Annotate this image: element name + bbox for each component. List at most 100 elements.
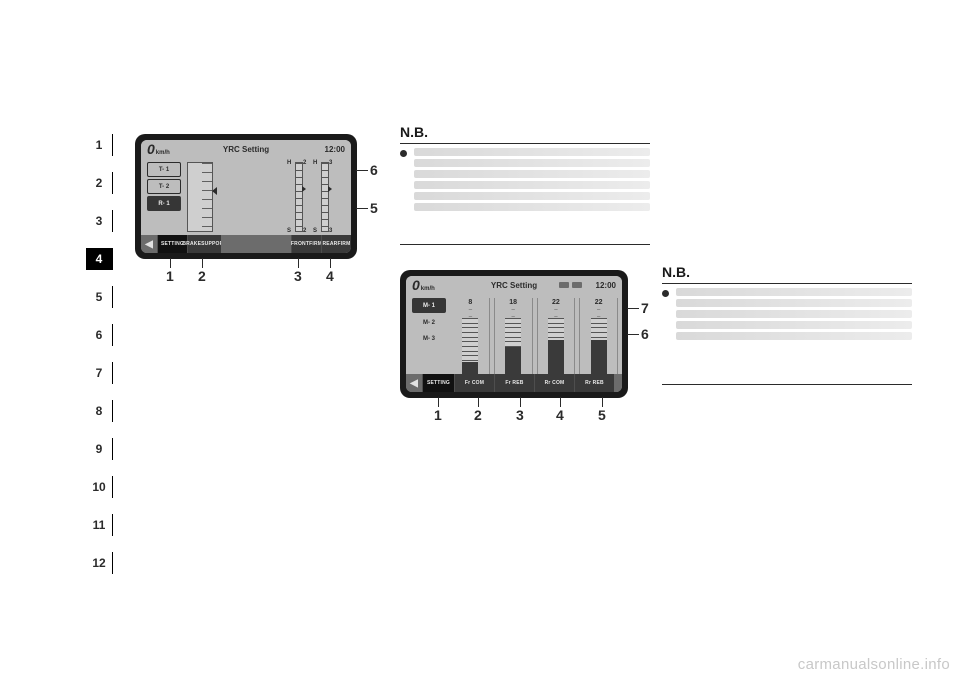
callout-leader xyxy=(298,258,299,268)
callout-leader xyxy=(520,397,521,407)
lcd1-speed: 0km/h xyxy=(147,141,170,157)
nb1-body xyxy=(400,148,650,238)
footer-btn-rrcom[interactable]: Rr COM xyxy=(534,374,574,392)
page: 123456789101112 0km/h YRC Setting 12:00 … xyxy=(0,0,960,679)
callout-number: 7 xyxy=(641,300,649,316)
chapter-tab-5[interactable]: 5 xyxy=(86,286,113,308)
callout-number: 6 xyxy=(370,162,378,178)
mode-m1-chip[interactable]: M- 1 xyxy=(412,298,446,313)
nb2-heading: N.B. xyxy=(662,264,912,284)
footer-btn-setting[interactable]: SETTING xyxy=(422,374,454,392)
lcd1-speed-value: 0 xyxy=(147,141,155,157)
callout-leader xyxy=(478,397,479,407)
rear-firm-top-num: 3 xyxy=(329,160,332,166)
rear-firm-scale[interactable]: H 3 S 3 xyxy=(313,162,335,232)
lcd2-title: YRC Setting xyxy=(491,281,537,290)
col-frreb-bar xyxy=(505,318,521,374)
brake-scale-hatches xyxy=(202,163,212,231)
col-rrcom-bar xyxy=(548,318,564,374)
col-rrreb[interactable]: 22– – xyxy=(579,298,618,374)
chapter-tab-3[interactable]: 3 xyxy=(86,210,113,232)
rear-firm-bot-num: 3 xyxy=(329,228,332,234)
chapter-tab-1[interactable]: 1 xyxy=(86,134,113,156)
lcd1-body: T- 1 T- 2 R- 1 H 2 S 2 xyxy=(141,158,351,235)
lcd2-body: M- 1 M- 2 M- 3 8– –18– –22– –22– – xyxy=(406,294,622,374)
chapter-tab-12[interactable]: 12 xyxy=(86,552,113,574)
lcd1-title: YRC Setting xyxy=(223,145,269,154)
chapter-tab-8[interactable]: 8 xyxy=(86,400,113,422)
lcd1-topbar: 0km/h YRC Setting 12:00 xyxy=(141,140,351,159)
nb1-footer-rule xyxy=(400,244,650,245)
callout-number: 1 xyxy=(434,407,442,423)
footer-btn-frreb[interactable]: Fr REB xyxy=(494,374,534,392)
lcd2-columns: 8– –18– –22– –22– – xyxy=(452,298,618,374)
footer-spacer xyxy=(221,235,291,253)
callout-number: 3 xyxy=(294,268,302,284)
col-rrreb-value: 22 xyxy=(595,299,603,306)
nb1-bullet-icon xyxy=(400,150,407,157)
col-rrcom[interactable]: 22– – xyxy=(537,298,576,374)
callout-number: 6 xyxy=(641,326,649,342)
callout-number: 2 xyxy=(474,407,482,423)
callout-leader xyxy=(356,170,368,171)
front-firm-scale[interactable]: H 2 S 2 xyxy=(287,162,309,232)
footer-btn-rear[interactable]: REARFIRM xyxy=(321,235,351,253)
rear-firm-top-letter: H xyxy=(313,160,317,166)
chapter-tab-10[interactable]: 10 xyxy=(86,476,113,498)
rear-firm-bot-letter: S xyxy=(313,228,317,234)
rear-firm-pointer xyxy=(328,186,332,192)
chapter-tab-6[interactable]: 6 xyxy=(86,324,113,346)
chapter-tabs: 123456789101112 xyxy=(86,134,112,574)
footer-btn-rrreb[interactable]: Rr REB xyxy=(574,374,614,392)
callout-number: 3 xyxy=(516,407,524,423)
front-firm-track xyxy=(295,162,303,232)
callout-leader xyxy=(170,258,171,268)
mode-m3-chip[interactable]: M- 3 xyxy=(412,332,446,345)
lcd2-speed-unit: km/h xyxy=(421,286,435,292)
callout-leader xyxy=(560,397,561,407)
lcd2-clock: 12:00 xyxy=(596,281,616,290)
callout-leader xyxy=(627,308,639,309)
mode-t1-chip[interactable]: T- 1 xyxy=(147,162,181,177)
callout-leader xyxy=(602,397,603,407)
callout-leader xyxy=(356,208,368,209)
nb2-body xyxy=(662,288,912,378)
col-frreb[interactable]: 18– – xyxy=(494,298,533,374)
lcd1-speed-unit: km/h xyxy=(156,150,170,156)
lcd1-clock: 12:00 xyxy=(325,145,345,154)
front-firm-bot-num: 2 xyxy=(303,228,306,234)
lcd2-topbar: 0km/h YRC Setting 12:00 xyxy=(406,276,622,295)
rear-firm-track xyxy=(321,162,329,232)
brake-support-scale[interactable] xyxy=(187,162,213,232)
brake-scale-pointer xyxy=(212,187,217,195)
footer-btn-frcom[interactable]: Fr COM xyxy=(454,374,494,392)
mode-t2-chip[interactable]: T- 2 xyxy=(147,179,181,194)
col-frcom[interactable]: 8– – xyxy=(452,298,490,374)
callout-number: 1 xyxy=(166,268,174,284)
mode-m2-chip[interactable]: M- 2 xyxy=(412,316,446,329)
lcd1-footer: ◀ SETTINGBRAKESUPPORTFRONTFIRMREARFIRM xyxy=(141,235,351,253)
callout-number: 5 xyxy=(370,200,378,216)
col-rrcom-value: 22 xyxy=(552,299,560,306)
footer-btn-brake[interactable]: BRAKESUPPORT xyxy=(187,235,221,253)
nb2-bullet-icon xyxy=(662,290,669,297)
col-rrreb-bar xyxy=(591,318,607,374)
lcd1-mode-chips: T- 1 T- 2 R- 1 xyxy=(147,162,181,211)
lcd-panel-2: 0km/h YRC Setting 12:00 M- 1 M- 2 M- 3 8… xyxy=(400,270,628,398)
nb-block-2: N.B. xyxy=(662,264,912,385)
nb2-footer-rule xyxy=(662,384,912,385)
chapter-tab-9[interactable]: 9 xyxy=(86,438,113,460)
lcd2-back-arrow-icon[interactable]: ◀ xyxy=(406,374,422,392)
front-firm-pointer xyxy=(302,186,306,192)
footer-btn-front[interactable]: FRONTFIRM xyxy=(291,235,321,253)
chapter-tab-4[interactable]: 4 xyxy=(86,248,113,270)
mode-r1-chip[interactable]: R- 1 xyxy=(147,196,181,211)
callout-number: 2 xyxy=(198,268,206,284)
lcd1-back-arrow-icon[interactable]: ◀ xyxy=(141,235,157,253)
chapter-tab-7[interactable]: 7 xyxy=(86,362,113,384)
chapter-tab-2[interactable]: 2 xyxy=(86,172,113,194)
front-firm-top-num: 2 xyxy=(303,160,306,166)
lcd2-footer: ◀ SETTINGFr COMFr REBRr COMRr REB xyxy=(406,374,622,392)
chapter-tab-11[interactable]: 11 xyxy=(86,514,113,536)
lcd-panel-1: 0km/h YRC Setting 12:00 T- 1 T- 2 R- 1 xyxy=(135,134,357,259)
